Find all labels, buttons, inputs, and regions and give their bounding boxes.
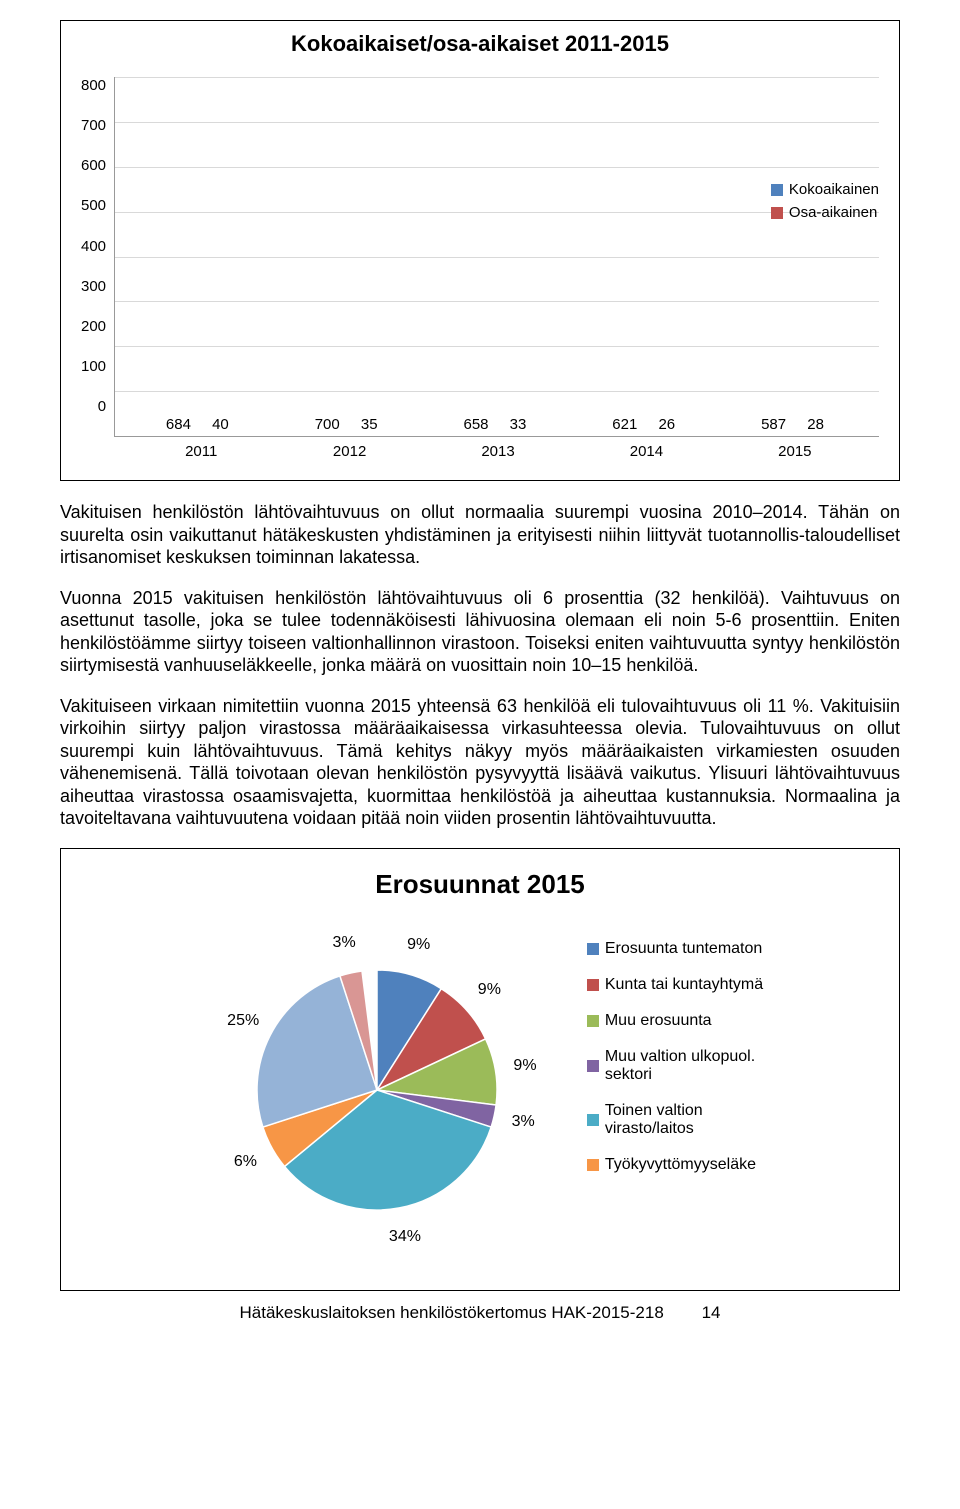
legend-label: Muu valtion ulkopuol.sektori [605, 1048, 755, 1084]
legend-swatch [587, 1114, 599, 1126]
y-tick-label: 100 [81, 358, 106, 375]
legend-label: Muu erosuunta [605, 1012, 712, 1030]
legend-item: Toinen valtionvirasto/laitos [587, 1102, 763, 1138]
y-tick-label: 0 [98, 398, 106, 415]
bar-chart-plot-area: 684 40 700 35 658 33 621 26 587 28 [114, 77, 879, 437]
bar-chart-body: 800 700 600 500 400 300 200 100 0 684 40 700 35 658 3… [81, 77, 879, 437]
pie-slice-label: 6% [234, 1153, 257, 1171]
x-tick-label: 2013 [424, 443, 572, 460]
paragraph: Vuonna 2015 vakituisen henkilöstön lähtö… [60, 587, 900, 677]
y-tick-label: 200 [81, 318, 106, 335]
y-tick-label: 600 [81, 157, 106, 174]
bar-chart-legend: Kokoaikainen Osa-aikainen [771, 181, 879, 227]
legend-swatch [587, 943, 599, 955]
legend-item: Kokoaikainen [771, 181, 879, 198]
legend-item: Työkyvyttömyyseläke [587, 1156, 763, 1174]
y-tick-label: 300 [81, 278, 106, 295]
pie-slice-label: 3% [512, 1113, 535, 1131]
legend-swatch [587, 979, 599, 991]
body-text: Vakituisen henkilöstön lähtövaihtuvuus o… [60, 501, 900, 830]
y-tick-label: 800 [81, 77, 106, 94]
paragraph: Vakituisen henkilöstön lähtövaihtuvuus o… [60, 501, 900, 569]
x-tick-label: 2011 [127, 443, 275, 460]
pie-slice-label: 34% [389, 1228, 421, 1246]
legend-item: Erosuunta tuntematon [587, 940, 763, 958]
bar-value-label: 621 [612, 416, 637, 433]
bar-value-label: 26 [658, 416, 675, 433]
page-footer: Hätäkeskuslaitoksen henkilöstökertomus H… [60, 1303, 900, 1323]
legend-swatch [771, 207, 783, 219]
bar-value-label: 35 [361, 416, 378, 433]
pie-slice-label: 3% [333, 934, 356, 952]
legend-label: Toinen valtionvirasto/laitos [605, 1102, 703, 1138]
legend-swatch [587, 1015, 599, 1027]
bar-value-label: 658 [464, 416, 489, 433]
legend-item: Muu valtion ulkopuol.sektori [587, 1048, 763, 1084]
legend-label: Kunta tai kuntayhtymä [605, 976, 763, 994]
pie-slice-label: 9% [513, 1057, 536, 1075]
bar-chart: Kokoaikaiset/osa-aikaiset 2011-2015 800 7… [60, 20, 900, 481]
legend-swatch [587, 1060, 599, 1072]
bar-chart-x-axis: 20112012201320142015 [117, 437, 879, 460]
bar-value-label: 684 [166, 416, 191, 433]
legend-label: Kokoaikainen [789, 181, 879, 198]
x-tick-label: 2014 [572, 443, 720, 460]
legend-item: Osa-aikainen [771, 204, 879, 221]
pie-chart: Erosuunnat 2015 9% 9% 9% 3% 34% 6% 25% 3% Erosu… [60, 848, 900, 1291]
legend-swatch [587, 1159, 599, 1171]
page-number: 14 [702, 1303, 721, 1322]
bar-value-label: 33 [510, 416, 527, 433]
bar-chart-y-axis: 800 700 600 500 400 300 200 100 0 [81, 77, 114, 437]
pie-slice-label: 9% [478, 981, 501, 999]
bar-value-label: 587 [761, 416, 786, 433]
footer-text: Hätäkeskuslaitoksen henkilöstökertomus H… [240, 1303, 664, 1322]
bar-value-label: 28 [807, 416, 824, 433]
pie-slice-label: 25% [227, 1012, 259, 1030]
bar-chart-title: Kokoaikaiset/osa-aikaiset 2011-2015 [81, 31, 879, 57]
legend-label: Osa-aikainen [789, 204, 877, 221]
legend-label: Erosuunta tuntematon [605, 940, 762, 958]
paragraph: Vakituiseen virkaan nimitettiin vuonna 2… [60, 695, 900, 830]
pie-chart-legend: Erosuunta tuntematon Kunta tai kuntayhtym… [587, 900, 763, 1260]
legend-label: Työkyvyttömyyseläke [605, 1156, 756, 1174]
x-tick-label: 2012 [275, 443, 423, 460]
y-tick-label: 700 [81, 117, 106, 134]
pie-chart-title: Erosuunnat 2015 [81, 869, 879, 900]
legend-item: Muu erosuunta [587, 1012, 763, 1030]
pie-chart-plot: 9% 9% 9% 3% 34% 6% 25% 3% [197, 900, 557, 1260]
bar-value-label: 700 [315, 416, 340, 433]
y-tick-label: 500 [81, 197, 106, 214]
x-tick-label: 2015 [721, 443, 869, 460]
legend-swatch [771, 184, 783, 196]
legend-item: Kunta tai kuntayhtymä [587, 976, 763, 994]
bar-value-label: 40 [212, 416, 229, 433]
y-tick-label: 400 [81, 238, 106, 255]
pie-slice-label: 9% [407, 936, 430, 954]
